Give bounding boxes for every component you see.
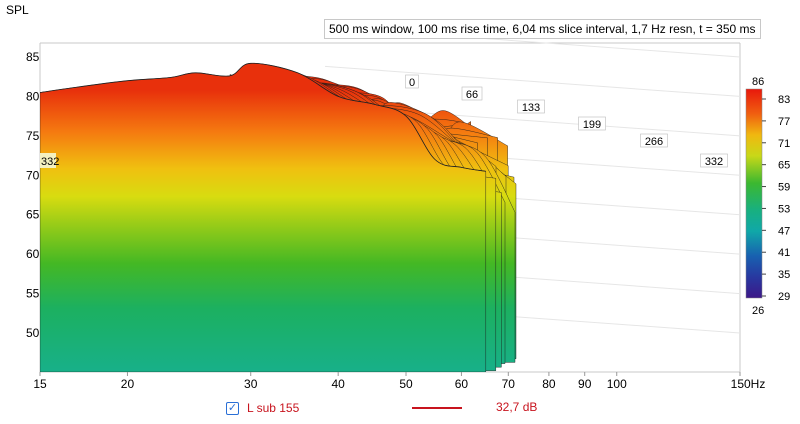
colorbar-bottom-label: 26 (752, 305, 764, 317)
y-tick-label: 80 (26, 89, 40, 103)
time-tick-label: 332 (705, 156, 723, 168)
colorbar-tick-label: 29 (778, 291, 790, 303)
colorbar[interactable] (745, 88, 763, 299)
time-tick-label: 133 (522, 102, 540, 114)
time-tick-label: 66 (466, 89, 478, 101)
colorbar-tick-label: 59 (778, 182, 790, 194)
time-tick-box (700, 153, 728, 168)
time-tick-label: 0 (409, 77, 415, 89)
y-axis-ticks: 50 55 60 65 70 75 80 85 (26, 50, 40, 340)
x-tick-label: 90 (578, 377, 592, 391)
time-tick-label: 332 (41, 156, 59, 168)
colorbar-tick-label: 41 (778, 247, 790, 259)
y-tick-label: 70 (26, 168, 40, 182)
time-tick-label: 199 (583, 119, 601, 131)
y-tick-label: 50 (26, 326, 40, 340)
x-tick-label: 150Hz (731, 377, 766, 391)
time-tick-label: 266 (645, 136, 663, 148)
y-tick-label: 75 (26, 129, 40, 143)
check-icon: ✓ (227, 401, 238, 414)
time-tick-box (517, 99, 545, 114)
y-tick-label: 85 (26, 50, 40, 64)
colorbar-tick-label: 83 (778, 94, 790, 106)
x-tick-label: 30 (244, 377, 258, 391)
info-banner: 500 ms window, 100 ms rise time, 6,04 ms… (324, 19, 761, 39)
y-tick-label: 55 (26, 287, 40, 301)
time-tick-box (578, 116, 606, 131)
time-tick-box (40, 153, 56, 168)
colorbar-ticks: 83 77 71 65 59 53 47 41 35 29 (762, 94, 790, 303)
legend: ✓ L sub 155 32,7 dB (226, 398, 537, 418)
colorbar-tick-label: 71 (778, 138, 790, 150)
time-tick-box (640, 133, 668, 148)
waterfall-slices (40, 62, 517, 372)
waterfall-slice (40, 63, 487, 372)
colorbar-tick-label: 35 (778, 269, 790, 281)
time-axis-ticks: 0 66 133 199 266 332 332 (40, 74, 728, 168)
x-tick-label: 80 (542, 377, 556, 391)
x-tick-label: 70 (502, 377, 516, 391)
x-axis-ticks: 15 20 30 40 50 60 70 80 90 100 150Hz (33, 372, 765, 391)
time-tick-box (461, 86, 483, 101)
colorbar-tick-label: 77 (778, 116, 790, 128)
x-tick-label: 60 (455, 377, 469, 391)
x-tick-label: 100 (607, 377, 627, 391)
legend-checkbox[interactable]: ✓ (226, 401, 239, 415)
colorbar-tick-label: 65 (778, 160, 790, 172)
legend-trace-line (412, 407, 462, 409)
x-tick-label: 20 (121, 377, 135, 391)
time-tick-box (405, 74, 419, 89)
colorbar-top-label: 86 (752, 76, 764, 88)
y-tick-label: 60 (26, 247, 40, 261)
legend-trace-name[interactable]: L sub 155 (247, 401, 300, 415)
colorbar-tick-label: 47 (778, 225, 790, 237)
y-axis-label: SPL (6, 3, 29, 17)
y-tick-label: 65 (26, 208, 40, 222)
x-tick-label: 15 (33, 377, 47, 391)
front-slice-line (40, 62, 486, 172)
x-tick-label: 50 (399, 377, 413, 391)
x-tick-label: 40 (331, 377, 345, 391)
legend-trace-value: 32,7 dB (496, 400, 538, 414)
colorbar-tick-label: 53 (778, 203, 790, 215)
